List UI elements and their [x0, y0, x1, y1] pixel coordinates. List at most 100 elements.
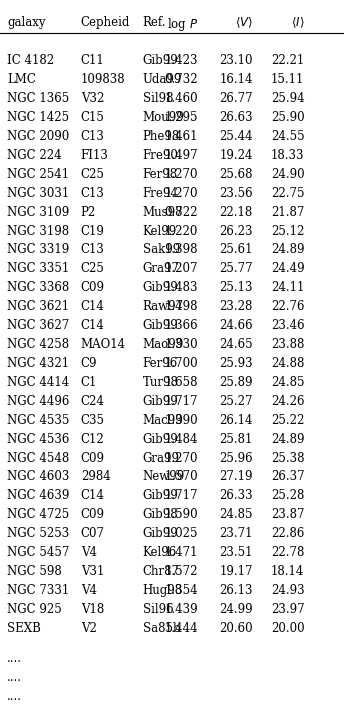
Text: Mao99: Mao99	[143, 338, 184, 351]
Text: NGC 2541: NGC 2541	[7, 168, 69, 180]
Text: 19.17: 19.17	[219, 565, 253, 578]
Text: 26.63: 26.63	[219, 111, 253, 124]
Text: Mac99: Mac99	[143, 414, 183, 427]
Text: NGC 3351: NGC 3351	[7, 262, 69, 276]
Text: 25.61: 25.61	[219, 243, 253, 256]
Text: 24.26: 24.26	[271, 395, 304, 408]
Text: 24.11: 24.11	[271, 281, 304, 294]
Text: 1.270: 1.270	[164, 187, 198, 200]
Text: 1.717: 1.717	[164, 489, 198, 503]
Text: NGC 4414: NGC 4414	[7, 376, 69, 389]
Text: galaxy: galaxy	[7, 16, 45, 29]
Text: MAO14: MAO14	[81, 338, 126, 351]
Text: Cepheid: Cepheid	[81, 16, 130, 29]
Text: 1.572: 1.572	[164, 565, 198, 578]
Text: Ref.: Ref.	[143, 16, 166, 29]
Text: C14: C14	[81, 319, 105, 332]
Text: 25.28: 25.28	[271, 489, 304, 503]
Text: 26.13: 26.13	[219, 584, 253, 597]
Text: Sil98: Sil98	[143, 92, 173, 105]
Text: Tur98: Tur98	[143, 376, 179, 389]
Text: C19: C19	[81, 225, 105, 238]
Text: 1.483: 1.483	[164, 281, 198, 294]
Text: NGC 3198: NGC 3198	[7, 225, 69, 238]
Text: NGC 4639: NGC 4639	[7, 489, 69, 503]
Text: SEXB: SEXB	[7, 621, 41, 635]
Text: C12: C12	[81, 432, 105, 445]
Text: Fre90: Fre90	[143, 149, 179, 162]
Text: 26.77: 26.77	[219, 92, 253, 105]
Text: 24.85: 24.85	[219, 508, 253, 521]
Text: New99: New99	[143, 470, 185, 483]
Text: Gib99: Gib99	[143, 527, 179, 541]
Text: 23.71: 23.71	[219, 527, 253, 541]
Text: 109838: 109838	[81, 73, 126, 86]
Text: 1.700: 1.700	[164, 357, 198, 370]
Text: Sak99: Sak99	[143, 243, 180, 256]
Text: ....: ....	[7, 690, 22, 703]
Text: 16.14: 16.14	[219, 73, 253, 86]
Text: NGC 5457: NGC 5457	[7, 546, 69, 559]
Text: 1.025: 1.025	[164, 527, 198, 541]
Text: 23.88: 23.88	[271, 338, 304, 351]
Text: NGC 598: NGC 598	[7, 565, 62, 578]
Text: 25.96: 25.96	[219, 452, 253, 465]
Text: V18: V18	[81, 603, 104, 616]
Text: Uda99: Uda99	[143, 73, 182, 86]
Text: 24.90: 24.90	[271, 168, 304, 180]
Text: 1.570: 1.570	[164, 470, 198, 483]
Text: NGC 5253: NGC 5253	[7, 527, 69, 541]
Text: 1.207: 1.207	[164, 262, 198, 276]
Text: Kel99: Kel99	[143, 225, 177, 238]
Text: 23.46: 23.46	[271, 319, 304, 332]
Text: V4: V4	[81, 546, 97, 559]
Text: 22.21: 22.21	[271, 54, 304, 67]
Text: 20.00: 20.00	[271, 621, 304, 635]
Text: V4: V4	[81, 584, 97, 597]
Text: 24.65: 24.65	[219, 338, 253, 351]
Text: 22.75: 22.75	[271, 187, 304, 200]
Text: 1.295: 1.295	[164, 111, 198, 124]
Text: NGC 1425: NGC 1425	[7, 111, 69, 124]
Text: 25.93: 25.93	[219, 357, 253, 370]
Text: 1.497: 1.497	[164, 149, 198, 162]
Text: 23.56: 23.56	[219, 187, 253, 200]
Text: 24.99: 24.99	[219, 603, 253, 616]
Text: Gib99: Gib99	[143, 489, 179, 503]
Text: 23.97: 23.97	[271, 603, 304, 616]
Text: 1.590: 1.590	[164, 508, 198, 521]
Text: 1.423: 1.423	[164, 54, 198, 67]
Text: 25.38: 25.38	[271, 452, 304, 465]
Text: ....: ....	[7, 671, 22, 684]
Text: NGC 1365: NGC 1365	[7, 92, 69, 105]
Text: 25.68: 25.68	[219, 168, 253, 180]
Text: Fer96: Fer96	[143, 357, 178, 370]
Text: NGC 7331: NGC 7331	[7, 584, 69, 597]
Text: 24.88: 24.88	[271, 357, 304, 370]
Text: NGC 4321: NGC 4321	[7, 357, 69, 370]
Text: 1.444: 1.444	[164, 621, 198, 635]
Text: C13: C13	[81, 187, 105, 200]
Text: P2: P2	[81, 205, 96, 218]
Text: 15.11: 15.11	[271, 73, 304, 86]
Text: 0.722: 0.722	[164, 205, 198, 218]
Text: $\langle I \rangle$: $\langle I \rangle$	[291, 16, 304, 30]
Text: NGC 4603: NGC 4603	[7, 470, 69, 483]
Text: 24.89: 24.89	[271, 243, 304, 256]
Text: 25.44: 25.44	[219, 130, 253, 143]
Text: C25: C25	[81, 262, 105, 276]
Text: 18.33: 18.33	[271, 149, 304, 162]
Text: V31: V31	[81, 565, 104, 578]
Text: 1.398: 1.398	[164, 243, 198, 256]
Text: NGC 4496: NGC 4496	[7, 395, 69, 408]
Text: C09: C09	[81, 452, 105, 465]
Text: Fer98: Fer98	[143, 168, 178, 180]
Text: C14: C14	[81, 489, 105, 503]
Text: NGC 3031: NGC 3031	[7, 187, 69, 200]
Text: 0.732: 0.732	[164, 73, 198, 86]
Text: 1.484: 1.484	[164, 432, 198, 445]
Text: 18.14: 18.14	[271, 565, 304, 578]
Text: C25: C25	[81, 168, 105, 180]
Text: Sa85b: Sa85b	[143, 621, 180, 635]
Text: C13: C13	[81, 130, 105, 143]
